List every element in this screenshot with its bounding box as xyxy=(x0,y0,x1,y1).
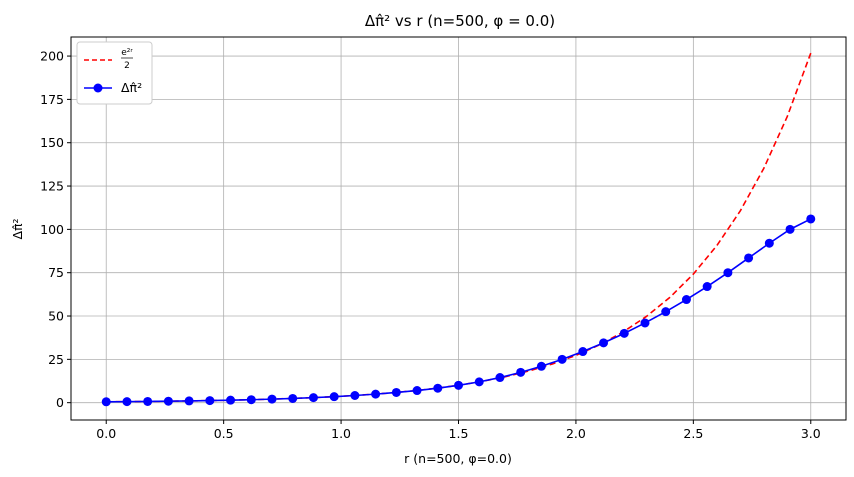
data-point xyxy=(412,386,422,396)
series-layer xyxy=(101,52,816,407)
y-tick-label: 150 xyxy=(40,135,64,150)
data-point xyxy=(474,377,484,387)
data-point xyxy=(661,307,671,317)
data-point xyxy=(143,396,153,406)
x-tick-label: 3.0 xyxy=(801,426,821,441)
data-point xyxy=(578,347,588,357)
data-point xyxy=(764,238,774,248)
x-tick-label: 0.0 xyxy=(96,426,116,441)
y-tick-label: 175 xyxy=(40,92,64,107)
x-axis-label: r (n=500, φ=0.0) xyxy=(404,451,512,466)
x-tick-label: 0.5 xyxy=(214,426,234,441)
data-point xyxy=(599,338,609,348)
data-point xyxy=(433,383,443,393)
data-point xyxy=(495,373,505,383)
y-tick-label: 75 xyxy=(48,265,64,280)
data-point xyxy=(122,397,132,407)
legend: e²ʳ 2 Δπ̂² xyxy=(76,41,153,105)
data-point xyxy=(163,396,173,406)
legend-exp-numerator: e²ʳ xyxy=(121,48,133,58)
data-point xyxy=(454,380,463,390)
y-tick-label: 25 xyxy=(48,352,64,367)
data-point xyxy=(101,397,111,407)
legend-exp-denominator: 2 xyxy=(124,61,130,71)
data-point xyxy=(702,282,712,292)
data-point xyxy=(350,390,360,400)
data-point xyxy=(184,396,194,406)
x-tick-label: 2.5 xyxy=(683,426,703,441)
y-tick-label: 125 xyxy=(40,179,64,194)
data-point xyxy=(308,393,318,403)
y-tick-label: 50 xyxy=(48,309,64,324)
y-tick-label: 200 xyxy=(40,49,64,64)
data-point xyxy=(205,396,215,406)
data-point xyxy=(785,224,795,234)
data-point xyxy=(619,328,629,338)
data-point xyxy=(226,395,236,405)
data-point xyxy=(267,394,277,404)
y-axis-label: Δπ̂² xyxy=(10,218,25,239)
data-point xyxy=(806,214,816,224)
data-point xyxy=(744,253,754,263)
chart-title: Δπ̂² vs r (n=500, φ = 0.0) xyxy=(365,12,555,30)
x-tick-label: 1.5 xyxy=(449,426,469,441)
data-point xyxy=(723,268,733,278)
data-point xyxy=(516,367,526,377)
x-tick-label: 1.0 xyxy=(331,426,351,441)
legend-marker-delta xyxy=(93,83,103,93)
data-point xyxy=(681,295,691,305)
data-point xyxy=(329,392,339,402)
grid xyxy=(71,37,846,420)
data-point xyxy=(391,387,401,397)
axes: 0.0 0.5 1.0 1.5 2.0 2.5 3.0 0 25 50 75 100 125 150 175… xyxy=(40,49,821,441)
data-point xyxy=(288,393,298,403)
legend-label-delta: Δπ̂² xyxy=(121,80,142,95)
data-point xyxy=(557,354,567,364)
x-tick-label: 2.0 xyxy=(566,426,586,441)
data-point xyxy=(640,318,650,328)
data-point xyxy=(246,395,256,405)
y-tick-label: 100 xyxy=(40,222,64,237)
y-tick-label: 0 xyxy=(56,395,64,410)
data-point xyxy=(536,361,546,371)
data-point xyxy=(371,389,381,399)
